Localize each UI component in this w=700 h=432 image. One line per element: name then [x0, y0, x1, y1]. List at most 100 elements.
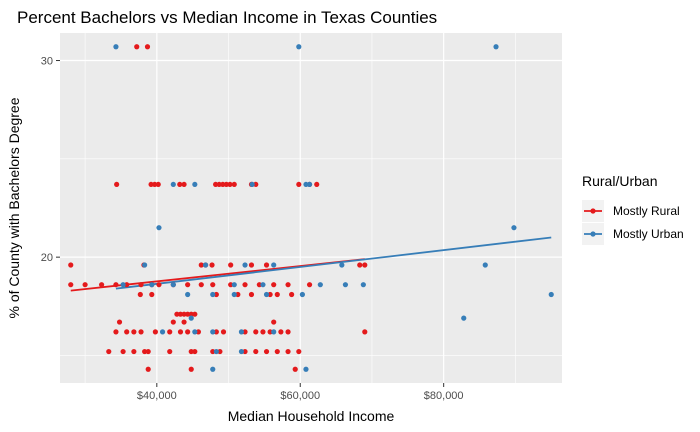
data-point: [181, 181, 187, 188]
legend-title: Rural/Urban: [582, 173, 657, 189]
legend-key-point: [590, 208, 596, 214]
data-point: [155, 181, 161, 188]
plot-panel: [60, 33, 562, 383]
data-point: [138, 329, 144, 335]
data-point: [289, 291, 295, 298]
data-point: [296, 348, 302, 355]
legend-label: Mostly Rural: [613, 204, 680, 218]
data-point: [120, 348, 126, 355]
data-point: [511, 225, 517, 231]
data-point: [362, 262, 368, 268]
data-point: [134, 44, 140, 50]
data-point: [188, 348, 194, 355]
data-point: [220, 329, 227, 335]
trend-line: [115, 236, 552, 290]
data-point: [213, 181, 219, 188]
data-point: [210, 348, 216, 355]
data-point: [248, 262, 255, 268]
data-point: [210, 366, 216, 372]
data-point: [185, 282, 191, 288]
data-point: [209, 262, 215, 268]
data-point: [202, 262, 209, 268]
data-point: [198, 262, 204, 268]
data-point: [188, 315, 194, 321]
data-point: [271, 282, 277, 288]
x-axis-title: Median Household Income: [228, 408, 395, 424]
data-point: [68, 262, 74, 268]
data-point: [167, 329, 173, 335]
data-point: [138, 282, 144, 288]
data-point: [213, 329, 219, 335]
data-point: [461, 315, 467, 321]
x-tick-label: $60,000: [280, 390, 320, 402]
data-point: [159, 329, 166, 335]
data-point: [181, 319, 187, 325]
data-points: [68, 44, 554, 372]
data-point: [360, 282, 366, 288]
data-point: [299, 291, 305, 298]
data-point: [170, 282, 176, 288]
data-point: [124, 282, 130, 288]
data-point: [174, 311, 180, 317]
data-point: [242, 348, 248, 355]
minor-gridlines: [60, 33, 562, 383]
data-point: [271, 329, 277, 335]
data-point: [267, 291, 273, 298]
data-point: [142, 348, 148, 355]
data-point: [228, 262, 234, 268]
data-point: [253, 348, 259, 355]
data-point: [177, 329, 184, 335]
data-point: [296, 181, 302, 188]
data-point: [249, 181, 255, 188]
data-point: [271, 262, 277, 268]
data-point: [149, 282, 155, 288]
data-point: [238, 348, 245, 355]
data-point: [231, 291, 237, 298]
data-point: [303, 366, 309, 372]
data-point: [285, 282, 291, 288]
data-point: [170, 319, 176, 325]
data-point: [170, 181, 176, 188]
data-point: [213, 291, 219, 298]
data-point: [306, 282, 313, 288]
data-point: [152, 329, 158, 335]
x-tick-label: $80,000: [424, 390, 464, 402]
data-point: [267, 329, 273, 335]
data-point: [210, 329, 216, 335]
data-point: [228, 282, 234, 288]
data-point: [113, 282, 119, 288]
data-point: [137, 291, 143, 298]
data-point: [548, 291, 554, 298]
data-point: [68, 282, 74, 288]
data-point: [131, 329, 137, 335]
data-point: [188, 366, 194, 372]
data-point: [177, 311, 184, 317]
data-point: [156, 282, 162, 288]
data-point: [223, 181, 229, 188]
data-point: [263, 291, 270, 298]
data-point: [185, 311, 191, 317]
data-point: [192, 348, 198, 355]
data-point: [113, 44, 119, 50]
data-point: [124, 329, 130, 335]
data-point: [271, 319, 277, 325]
data-point: [192, 181, 198, 188]
data-point: [242, 329, 248, 335]
data-point: [231, 282, 237, 288]
data-point: [156, 225, 162, 231]
legend-key-point: [590, 231, 596, 237]
data-point: [357, 262, 363, 268]
data-point: [274, 348, 280, 355]
data-point: [192, 329, 198, 335]
data-point: [242, 282, 248, 288]
data-point: [131, 348, 137, 355]
data-point: [342, 282, 349, 288]
data-point: [314, 181, 320, 188]
chart-title: Percent Bachelors vs Median Income in Te…: [17, 8, 437, 27]
trend-lines: [70, 236, 552, 292]
data-point: [181, 311, 187, 317]
data-point: [167, 348, 173, 355]
data-point: [339, 262, 345, 268]
